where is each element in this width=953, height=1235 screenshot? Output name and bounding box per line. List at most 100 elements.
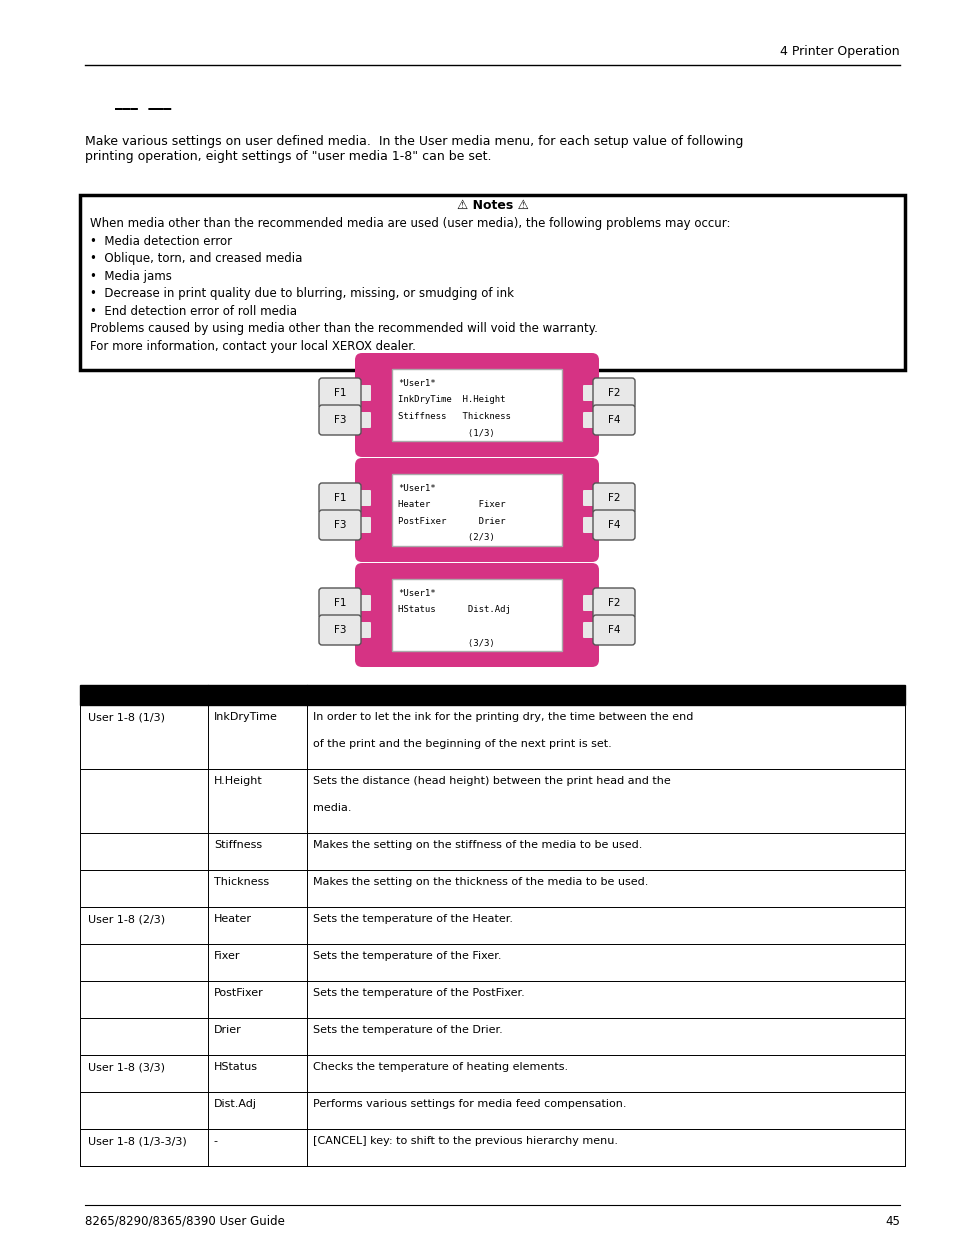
FancyBboxPatch shape [318, 510, 360, 540]
Text: Sets the temperature of the Fixer.: Sets the temperature of the Fixer. [313, 951, 501, 961]
FancyBboxPatch shape [392, 369, 561, 441]
FancyBboxPatch shape [582, 517, 597, 534]
FancyBboxPatch shape [593, 615, 635, 645]
Text: *User1*: *User1* [397, 379, 436, 388]
FancyBboxPatch shape [318, 588, 360, 618]
Bar [80, 769, 904, 832]
Bar [80, 705, 904, 769]
Text: ⟨1/3⟩: ⟨1/3⟩ [397, 429, 495, 437]
FancyBboxPatch shape [318, 378, 360, 408]
Text: •  Media detection error: • Media detection error [90, 235, 232, 247]
Bar [80, 906, 904, 944]
Bar [80, 1018, 904, 1055]
FancyBboxPatch shape [355, 353, 598, 457]
Text: (2/3): (2/3) [397, 534, 495, 542]
Text: [CANCEL] key: to shift to the previous hierarchy menu.: [CANCEL] key: to shift to the previous h… [313, 1136, 618, 1146]
Text: •  End detection error of roll media: • End detection error of roll media [90, 305, 296, 317]
Text: Performs various settings for media feed compensation.: Performs various settings for media feed… [313, 1099, 626, 1109]
Text: F3: F3 [334, 520, 346, 530]
Text: H.Height: H.Height [213, 776, 262, 785]
Text: User 1-8 (2/3): User 1-8 (2/3) [88, 914, 165, 924]
FancyBboxPatch shape [356, 412, 371, 429]
Text: Sets the distance (head height) between the print head and the: Sets the distance (head height) between … [313, 776, 670, 785]
FancyBboxPatch shape [593, 588, 635, 618]
Text: F1: F1 [334, 388, 346, 398]
Text: of the print and the beginning of the next print is set.: of the print and the beginning of the ne… [313, 739, 611, 748]
Text: F3: F3 [334, 625, 346, 635]
FancyBboxPatch shape [356, 595, 371, 611]
Text: 4 Printer Operation: 4 Printer Operation [780, 44, 899, 58]
FancyBboxPatch shape [392, 474, 561, 546]
FancyBboxPatch shape [318, 405, 360, 435]
Text: -: - [213, 1136, 217, 1146]
Text: Problems caused by using media other than the recommended will void the warranty: Problems caused by using media other tha… [90, 322, 598, 335]
Bar [80, 1129, 904, 1166]
Text: ___  ___: ___ ___ [115, 95, 172, 110]
FancyBboxPatch shape [593, 378, 635, 408]
FancyBboxPatch shape [356, 517, 371, 534]
Text: Sets the temperature of the PostFixer.: Sets the temperature of the PostFixer. [313, 988, 524, 998]
Text: Dist.Adj: Dist.Adj [213, 1099, 256, 1109]
Text: F1: F1 [334, 493, 346, 503]
Text: Sets the temperature of the Drier.: Sets the temperature of the Drier. [313, 1025, 502, 1035]
Text: Stiffness   Thickness: Stiffness Thickness [397, 412, 511, 421]
Bar [80, 1055, 904, 1092]
FancyBboxPatch shape [392, 579, 561, 651]
Text: F2: F2 [607, 493, 619, 503]
Text: 45: 45 [884, 1215, 899, 1228]
FancyBboxPatch shape [582, 490, 597, 506]
FancyBboxPatch shape [582, 385, 597, 401]
Text: Drier: Drier [213, 1025, 241, 1035]
Text: F2: F2 [607, 388, 619, 398]
Text: Sets the temperature of the Heater.: Sets the temperature of the Heater. [313, 914, 513, 924]
Text: F4: F4 [607, 520, 619, 530]
Text: Make various settings on user defined media.  In the User media menu, for each s: Make various settings on user defined me… [85, 135, 742, 163]
Bar [80, 685, 904, 705]
Text: ⚠ Notes ⚠: ⚠ Notes ⚠ [456, 199, 528, 212]
Text: •  Oblique, torn, and creased media: • Oblique, torn, and creased media [90, 252, 302, 266]
Text: Heater: Heater [213, 914, 252, 924]
Text: When media other than the recommended media are used (user media), the following: When media other than the recommended me… [90, 217, 730, 230]
Text: Heater         Fixer: Heater Fixer [397, 500, 505, 510]
Text: PostFixer      Drier: PostFixer Drier [397, 517, 505, 526]
Text: *User1*: *User1* [397, 589, 436, 598]
Text: F2: F2 [607, 598, 619, 608]
Bar [80, 981, 904, 1018]
Text: User 1-8 (1/3-3/3): User 1-8 (1/3-3/3) [88, 1136, 187, 1146]
FancyBboxPatch shape [355, 563, 598, 667]
Bar [80, 1092, 904, 1129]
Text: Checks the temperature of heating elements.: Checks the temperature of heating elemen… [313, 1062, 567, 1072]
FancyBboxPatch shape [355, 458, 598, 562]
FancyBboxPatch shape [593, 405, 635, 435]
Text: media.: media. [313, 803, 351, 813]
FancyBboxPatch shape [593, 510, 635, 540]
Text: F4: F4 [607, 625, 619, 635]
Text: HStatus: HStatus [213, 1062, 257, 1072]
Text: User 1-8 (1/3): User 1-8 (1/3) [88, 713, 165, 722]
FancyBboxPatch shape [356, 622, 371, 638]
Text: Makes the setting on the thickness of the media to be used.: Makes the setting on the thickness of th… [313, 877, 648, 887]
FancyBboxPatch shape [582, 595, 597, 611]
Text: F1: F1 [334, 598, 346, 608]
Text: User 1-8 (3/3): User 1-8 (3/3) [88, 1062, 165, 1072]
Text: Makes the setting on the stiffness of the media to be used.: Makes the setting on the stiffness of th… [313, 840, 641, 850]
FancyBboxPatch shape [318, 615, 360, 645]
Text: HStatus      Dist.Adj: HStatus Dist.Adj [397, 605, 511, 615]
Text: For more information, contact your local XEROX dealer.: For more information, contact your local… [90, 340, 416, 352]
Text: Fixer: Fixer [213, 951, 240, 961]
FancyBboxPatch shape [582, 412, 597, 429]
FancyBboxPatch shape [356, 385, 371, 401]
Text: *User1*: *User1* [397, 484, 436, 493]
Text: Stiffness: Stiffness [213, 840, 262, 850]
Text: PostFixer: PostFixer [213, 988, 263, 998]
FancyBboxPatch shape [582, 622, 597, 638]
Bar [80, 832, 904, 869]
FancyBboxPatch shape [593, 483, 635, 513]
Bar [80, 869, 904, 906]
Text: InkDryTime  H.Height: InkDryTime H.Height [397, 395, 505, 405]
Text: F4: F4 [607, 415, 619, 425]
Text: InkDryTime: InkDryTime [213, 713, 277, 722]
FancyBboxPatch shape [356, 490, 371, 506]
FancyBboxPatch shape [80, 195, 904, 370]
Text: F3: F3 [334, 415, 346, 425]
